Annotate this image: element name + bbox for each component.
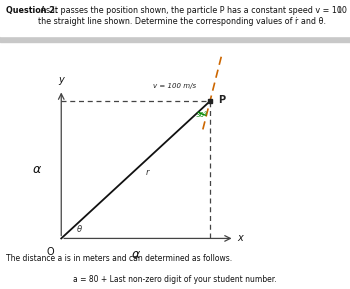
Text: O: O — [47, 247, 54, 257]
Text: y: y — [58, 75, 64, 85]
Text: The distance a is in meters and can determined as follows.: The distance a is in meters and can dete… — [6, 254, 232, 263]
Bar — [0, 0, 350, 36]
Text: r: r — [146, 168, 150, 177]
Text: 1: 1 — [336, 6, 341, 15]
Text: α: α — [132, 248, 140, 261]
Text: 30°: 30° — [195, 112, 208, 118]
Text: Question 2:: Question 2: — [6, 6, 58, 15]
Text: P: P — [218, 95, 225, 105]
Text: v = 100 m/s: v = 100 m/s — [153, 83, 196, 89]
Bar — [0, 36, 350, 42]
Bar — [28, 46, 280, 266]
Text: x: x — [237, 234, 243, 243]
Text: α: α — [33, 163, 41, 176]
Text: θ: θ — [77, 225, 82, 234]
Text: a = 80 + Last non-zero digit of your student number.: a = 80 + Last non-zero digit of your stu… — [73, 275, 277, 284]
Text: As it passes the position shown, the particle P has a constant speed v = 100 m/s: As it passes the position shown, the par… — [38, 6, 350, 26]
